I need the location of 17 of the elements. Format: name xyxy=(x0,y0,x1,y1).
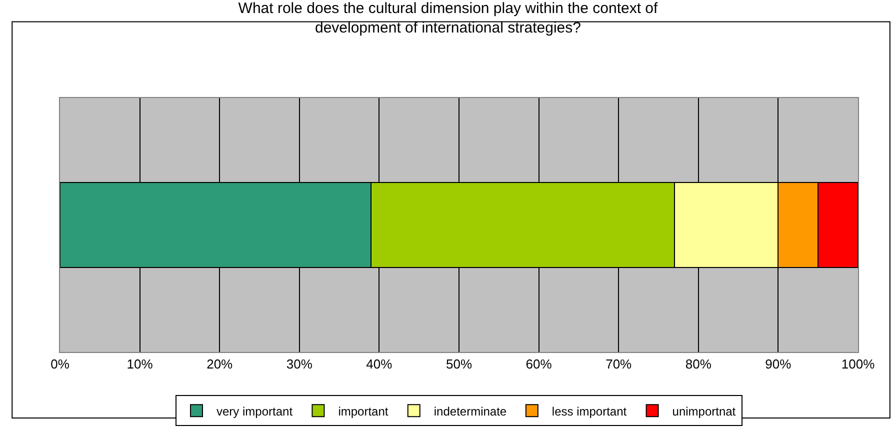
x-tick-label: 20% xyxy=(206,356,234,372)
x-tick-label: 30% xyxy=(286,356,313,372)
chart-title: What role does the cultural dimension play within the context of development of international strategies? xyxy=(238,0,659,37)
legend-label: important xyxy=(338,404,389,418)
x-tick-label: 90% xyxy=(765,356,792,372)
x-tick-label: 100% xyxy=(841,356,876,372)
x-tick-label: 60% xyxy=(526,356,552,372)
legend-label: less important xyxy=(552,404,628,418)
legend-label: very important xyxy=(216,404,294,418)
x-tick-label: 40% xyxy=(366,356,393,372)
x-tick-label: 80% xyxy=(685,356,712,372)
legend-label: unimportnat xyxy=(672,404,736,418)
x-tick-label: 0% xyxy=(50,356,70,372)
x-tick-label: 50% xyxy=(446,356,472,372)
x-tick-label: 70% xyxy=(606,356,632,372)
legend-label: indeterminate xyxy=(434,404,507,418)
x-tick-label: 10% xyxy=(126,356,154,372)
